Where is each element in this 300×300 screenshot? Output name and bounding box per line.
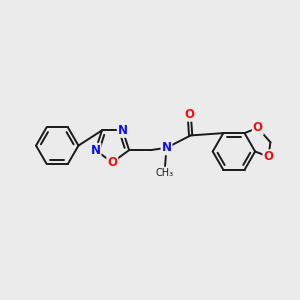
Text: O: O <box>184 108 194 121</box>
Text: CH₃: CH₃ <box>156 167 174 178</box>
Text: O: O <box>107 156 117 169</box>
Text: N: N <box>91 144 100 157</box>
Text: O: O <box>253 121 263 134</box>
Text: N: N <box>118 124 128 137</box>
Text: O: O <box>263 150 273 163</box>
Text: N: N <box>161 141 172 154</box>
